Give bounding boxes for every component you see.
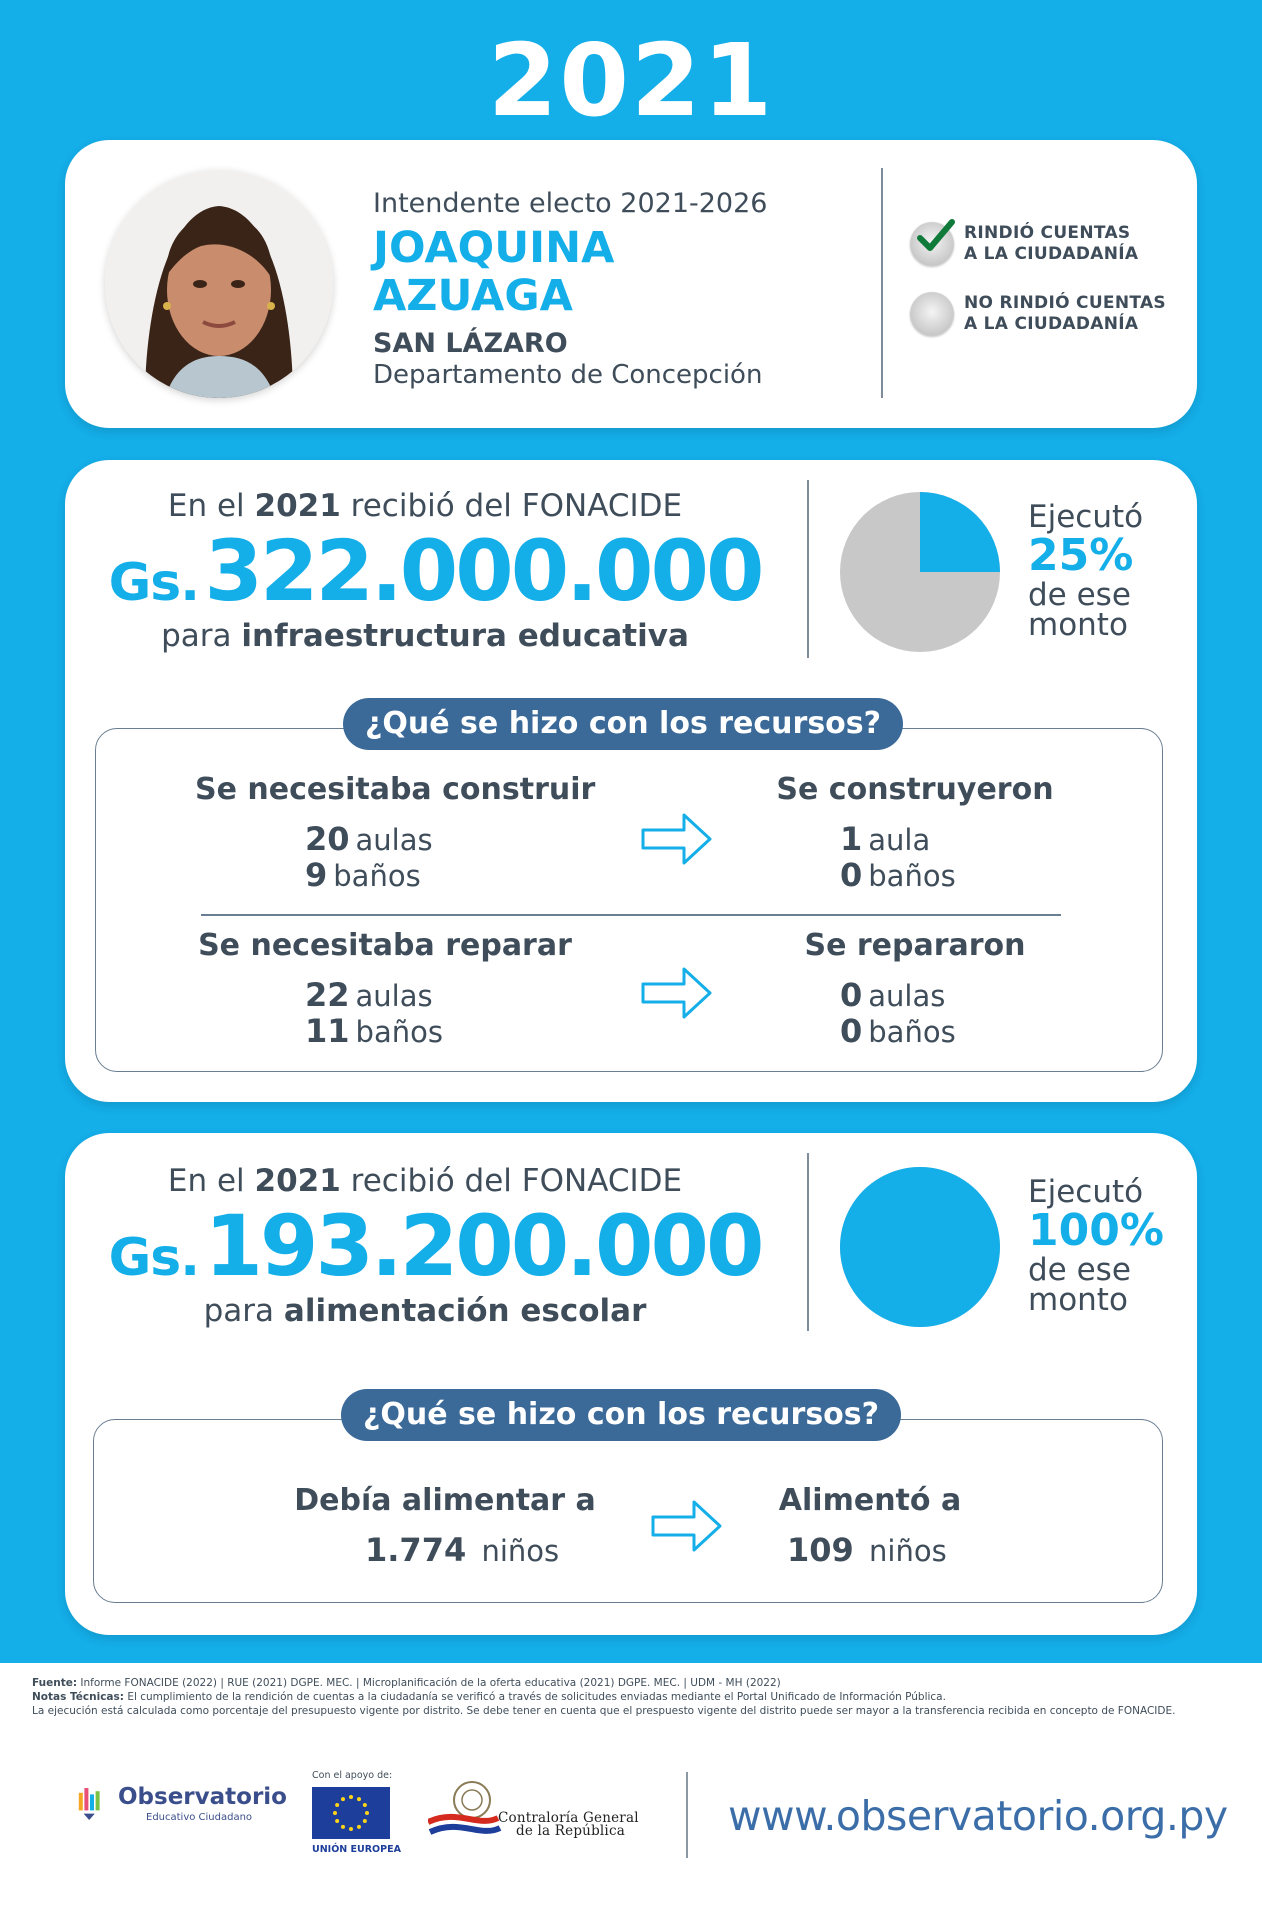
repair-done-bathrooms: 0 baños	[840, 1012, 956, 1050]
eu-star	[365, 1811, 369, 1815]
pie-executed-slice	[840, 1167, 1000, 1327]
eu-star	[357, 1797, 361, 1802]
eu-star	[349, 1827, 353, 1831]
status-not-rendered: NO RINDIÓ CUENTAS A LA CIUDADANÍA	[910, 292, 1180, 336]
status-not-rendered-label: NO RINDIÓ CUENTAS A LA CIUDADANÍA	[964, 293, 1166, 334]
divider	[686, 1772, 688, 1858]
build-done-classrooms: 1 aula	[840, 820, 931, 858]
eu-star	[335, 1819, 340, 1823]
year-title: 2021	[487, 22, 775, 139]
arrow-right-icon	[641, 813, 712, 865]
food-execution-text: Ejecutó 100% de ese monto	[1028, 1174, 1164, 1318]
technical-note-2: La ejecución está calculada como porcent…	[32, 1705, 1176, 1717]
food-need-children: 1.774 niños	[365, 1531, 560, 1569]
department-name: Departamento de Concepción	[373, 360, 763, 390]
name-line1: JOAQUINA	[373, 223, 615, 273]
repair-done-title: Se repararon	[804, 928, 1026, 963]
food-done-children: 109 niños	[787, 1531, 947, 1569]
food-question-pill: ¿Qué se hizo con los recursos?	[341, 1389, 902, 1441]
profile-card: Intendente electo 2021-2026 JOAQUINA AZU…	[65, 140, 1197, 428]
contraloria-logo	[428, 1781, 502, 1835]
eu-star	[341, 1797, 345, 1802]
divider	[807, 480, 809, 658]
build-done-bathrooms: 0 baños	[840, 856, 956, 894]
infra-amount: Gs. 322.000.000	[108, 522, 765, 620]
eu-flag-icon	[312, 1787, 390, 1839]
status-rendered-label: RINDIÓ CUENTAS A LA CIUDADANÍA	[964, 223, 1139, 264]
infra-execution-text: Ejecutó 25% de ese monto	[1028, 499, 1144, 643]
infrastructure-card: En el 2021 recibió del FONACIDE Gs. 322.…	[65, 460, 1197, 1102]
district-name: SAN LÁZARO	[373, 328, 568, 359]
footnotes: Fuente: Informe FONACIDE (2022) | RUE (2…	[32, 1676, 1242, 1718]
eu-star	[357, 1824, 361, 1829]
food-need-title: Debía alimentar a	[294, 1483, 596, 1518]
infra-purpose: para infraestructura educativa	[161, 618, 689, 654]
food-purpose: para alimentación escolar	[203, 1293, 647, 1329]
arrow-right-icon	[651, 1500, 722, 1552]
radio-unchecked-icon	[910, 292, 954, 336]
observatorio-logo: Observatorio Educativo Ciudadano	[76, 1782, 287, 1832]
arrow-right-icon	[641, 967, 712, 1019]
checkmark-icon	[917, 219, 955, 251]
avatar	[105, 170, 333, 398]
build-need-classrooms: 20 aulas	[305, 820, 433, 858]
eu-name: UNIÓN EUROPEA	[312, 1844, 401, 1855]
food-done-title: Alimentó a	[778, 1483, 962, 1518]
infra-heading: En el 2021 recibió del FONACIDE	[167, 488, 683, 524]
repair-need-classrooms: 22 aulas	[305, 976, 433, 1014]
divider	[807, 1153, 809, 1331]
food-heading: En el 2021 recibió del FONACIDE	[167, 1163, 683, 1199]
build-need-title: Se necesitaba construir	[195, 772, 596, 807]
pie-executed-slice	[920, 492, 1000, 572]
eu-star	[335, 1803, 340, 1807]
contraloria-name: Contraloría General de la República	[498, 1810, 639, 1839]
portrait-illustration	[105, 170, 333, 398]
name-line2: AZUAGA	[373, 271, 573, 321]
observatorio-subtitle: Educativo Ciudadano	[146, 1812, 253, 1823]
repair-need-bathrooms: 11 baños	[305, 1012, 443, 1050]
repair-need-title: Se necesitaba reparar	[198, 928, 572, 963]
bar-chart-icon	[78, 1788, 100, 1820]
official-name: JOAQUINA AZUAGA	[373, 224, 793, 320]
infra-execution-pie	[840, 492, 1000, 652]
build-done-title: Se construyeron	[776, 772, 1054, 807]
food-execution-pie	[840, 1167, 1000, 1327]
food-resources-box	[93, 1419, 1163, 1603]
radio-checked-icon	[910, 219, 955, 266]
eu-star	[362, 1803, 367, 1807]
eu-star	[341, 1824, 345, 1829]
status-rendered: RINDIÓ CUENTAS A LA CIUDADANÍA	[910, 219, 1180, 266]
observatorio-name: Observatorio	[118, 1784, 287, 1810]
eu-star	[362, 1819, 367, 1823]
role-text: Intendente electo 2021-2026	[373, 188, 768, 219]
eu-star	[349, 1795, 353, 1799]
technical-note: Notas Técnicas: El cumplimiento de la re…	[32, 1691, 946, 1703]
repair-done-classrooms: 0 aulas	[840, 976, 946, 1014]
eu-star	[333, 1811, 337, 1815]
source-note: Fuente: Informe FONACIDE (2022) | RUE (2…	[32, 1677, 781, 1689]
divider	[881, 168, 883, 398]
food-amount: Gs. 193.200.000	[108, 1197, 765, 1295]
website-url[interactable]: www.observatorio.org.py	[728, 1792, 1228, 1840]
divider	[201, 914, 1061, 916]
food-card: En el 2021 recibió del FONACIDE Gs. 193.…	[65, 1133, 1197, 1635]
build-need-bathrooms: 9 baños	[305, 856, 421, 894]
infra-question-pill: ¿Qué se hizo con los recursos?	[343, 698, 904, 750]
eu-support-label: Con el apoyo de:	[312, 1770, 393, 1781]
